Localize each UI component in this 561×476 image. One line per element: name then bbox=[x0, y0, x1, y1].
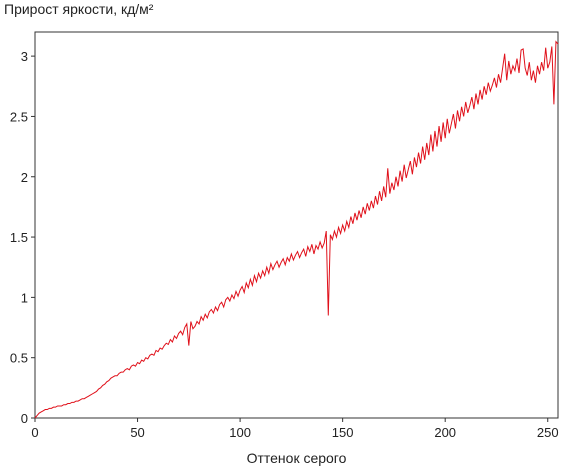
x-tick-label: 200 bbox=[434, 425, 456, 440]
x-tick-label: 50 bbox=[130, 425, 144, 440]
x-tick-label: 100 bbox=[229, 425, 251, 440]
y-tick-label: 0 bbox=[21, 411, 28, 426]
x-tick-label: 0 bbox=[31, 425, 38, 440]
y-tick-label: 0.5 bbox=[10, 351, 28, 366]
y-tick-label: 1.5 bbox=[10, 230, 28, 245]
chart-title: Прирост яркости, кд/м² bbox=[4, 1, 154, 17]
y-tick-label: 1 bbox=[21, 290, 28, 305]
x-tick-label: 250 bbox=[537, 425, 559, 440]
x-axis-label: Оттенок серого bbox=[247, 450, 347, 466]
y-tick-label: 2 bbox=[21, 170, 28, 185]
y-tick-label: 3 bbox=[21, 49, 28, 64]
x-tick-label: 150 bbox=[332, 425, 354, 440]
data-line bbox=[34, 40, 559, 419]
y-tick-label: 2.5 bbox=[10, 109, 28, 124]
plot-frame bbox=[34, 31, 559, 419]
